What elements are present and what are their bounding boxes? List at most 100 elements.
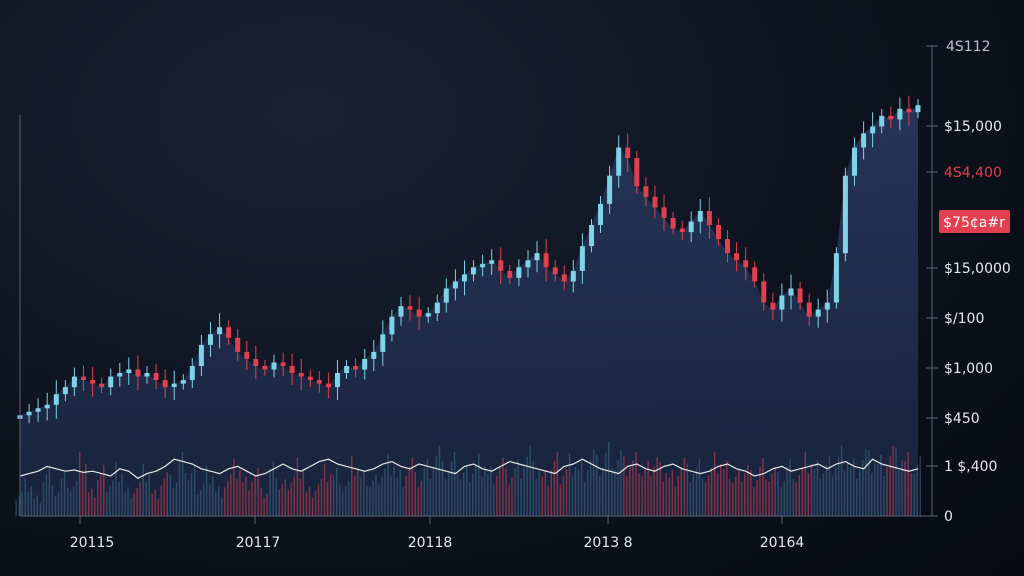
volume-bar [109, 486, 111, 516]
volume-bar [783, 481, 785, 516]
volume-bar [45, 474, 48, 516]
volume-bar [426, 459, 429, 516]
candle-body [752, 267, 758, 282]
volume-bar [819, 479, 822, 516]
price-label-top: 4S112 [946, 39, 991, 55]
y-tick-label: $450 [944, 411, 980, 427]
volume-bar [602, 466, 604, 516]
volume-bar [762, 457, 764, 516]
volume-bar [336, 468, 338, 516]
volume-bar [363, 470, 365, 516]
volume-bar [865, 449, 867, 516]
volume-bar [94, 497, 96, 516]
indicator-line [19, 458, 919, 480]
volume-bar [408, 466, 410, 516]
volume-bar [846, 460, 849, 516]
volume-bar [33, 498, 35, 516]
candle-body [498, 260, 504, 271]
volume-bar [329, 474, 332, 516]
volume-bar [323, 463, 326, 516]
candle-body [607, 175, 613, 204]
volume-bar [577, 470, 580, 516]
candle-body [398, 306, 404, 317]
volume-bar [414, 472, 416, 516]
candle-body [833, 253, 839, 303]
volume-bar [175, 482, 178, 516]
volume-bar [647, 461, 649, 516]
volume-bar [314, 490, 317, 516]
candle-body [734, 253, 740, 261]
volume-bar [293, 476, 295, 516]
volume-bar [466, 465, 468, 516]
volume-bar [750, 470, 752, 516]
volume-bar [372, 480, 374, 516]
volume-bar [665, 473, 667, 516]
area-fill-layer [20, 105, 918, 516]
volume-bar [342, 491, 344, 516]
volume-bar [302, 470, 305, 516]
volume-bar [910, 473, 912, 516]
candle-body [235, 337, 241, 352]
volume-bar [239, 470, 241, 516]
volume-bar [859, 470, 861, 516]
volume-bar [877, 463, 879, 516]
volume-bar [133, 493, 135, 516]
volume-bar [357, 467, 359, 516]
volume-bar [245, 476, 247, 516]
candle-body [516, 267, 522, 278]
volume-bar [583, 481, 586, 516]
volume-bar [683, 457, 686, 516]
volume-bar [360, 476, 362, 516]
candle-body [298, 373, 304, 377]
volume-bar [375, 474, 377, 516]
volume-bar [317, 484, 320, 516]
volume-bar [880, 454, 882, 516]
volume-bar [472, 473, 474, 516]
volume-bar [254, 475, 256, 516]
candle-body [71, 376, 77, 388]
candle-body [462, 274, 467, 282]
candle-body [335, 373, 340, 388]
candle-body [126, 369, 132, 373]
candle-body [643, 186, 649, 197]
volume-bar [39, 502, 42, 516]
volume-bar [901, 460, 903, 516]
volume-bar [257, 468, 259, 516]
candle-body [44, 404, 50, 409]
current-price-tag: $75¢a#r [939, 210, 1010, 233]
candle-body [589, 225, 594, 247]
candle-body [371, 351, 377, 359]
y-tick-label: $1,000 [944, 361, 993, 377]
candle-body [806, 302, 812, 317]
volume-bar [248, 490, 250, 516]
volume-bar [230, 474, 232, 516]
volume-bar [871, 473, 873, 516]
candle-body [879, 115, 885, 127]
volume-bar [659, 462, 661, 516]
volume-bar [354, 476, 356, 516]
volume-bar [402, 487, 404, 516]
volume-bar [810, 463, 813, 516]
volume-bar [816, 461, 819, 516]
candle-body [652, 196, 658, 208]
candle-body [543, 253, 549, 268]
volume-bar [66, 487, 69, 516]
volume-bar [305, 491, 308, 516]
volume-bar [650, 476, 652, 516]
candle-body [779, 295, 785, 310]
volume-bar [916, 464, 918, 516]
volume-bar [735, 476, 737, 516]
volume-bar [886, 466, 888, 516]
candle-body [743, 260, 749, 268]
volume-bar [720, 463, 722, 516]
candle-body [325, 383, 331, 388]
volume-bar [798, 475, 800, 516]
candle-body [598, 203, 603, 225]
volume-bar [369, 486, 371, 516]
volume-bar [463, 472, 465, 516]
volume-bar [441, 461, 444, 516]
volume-bar [393, 466, 395, 516]
volume-bar [671, 470, 673, 516]
candle-body [788, 288, 794, 296]
volume-bar [795, 482, 797, 516]
